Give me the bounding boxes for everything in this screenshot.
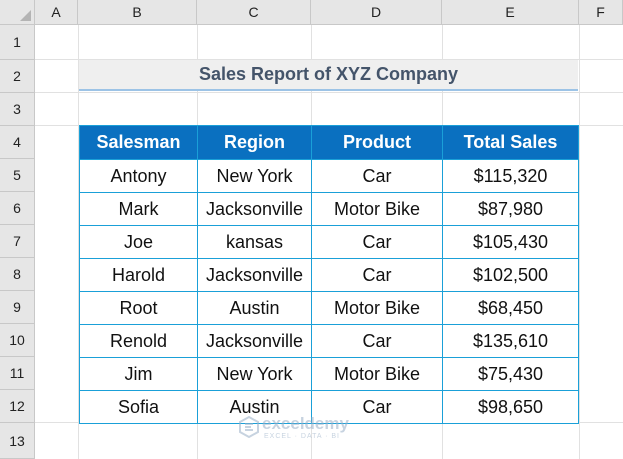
row-header-12[interactable]: 12 — [0, 390, 35, 423]
total-sales-cell[interactable]: $75,430 — [442, 357, 579, 391]
region-cell[interactable]: Austin — [197, 390, 312, 424]
row-header-5[interactable]: 5 — [0, 159, 35, 192]
watermark-tagline: EXCEL · DATA · BI — [264, 433, 340, 440]
table-row: Jim New York Motor Bike $75,430 — [79, 357, 579, 391]
row-header-2[interactable]: 2 — [0, 60, 35, 93]
product-cell[interactable]: Car — [311, 258, 443, 292]
column-header-f[interactable]: F — [579, 0, 623, 25]
header-product[interactable]: Product — [311, 125, 443, 160]
region-cell[interactable]: New York — [197, 357, 312, 391]
table-row: Harold Jacksonville Car $102,500 — [79, 258, 579, 292]
gridline — [35, 59, 623, 60]
region-cell[interactable]: Austin — [197, 291, 312, 325]
salesman-cell[interactable]: Sofia — [79, 390, 198, 424]
region-cell[interactable]: kansas — [197, 225, 312, 259]
product-cell[interactable]: Car — [311, 324, 443, 358]
row-header-11[interactable]: 11 — [0, 357, 35, 390]
row-header-13[interactable]: 13 — [0, 423, 35, 459]
row-header-9[interactable]: 9 — [0, 291, 35, 324]
report-title[interactable]: Sales Report of XYZ Company — [79, 60, 578, 91]
row-header-8[interactable]: 8 — [0, 258, 35, 291]
header-region[interactable]: Region — [197, 125, 312, 160]
salesman-cell[interactable]: Harold — [79, 258, 198, 292]
total-sales-cell[interactable]: $87,980 — [442, 192, 579, 226]
table-row: Sofia Austin Car $98,650 — [79, 390, 579, 424]
header-salesman[interactable]: Salesman — [79, 125, 198, 160]
salesman-cell[interactable]: Renold — [79, 324, 198, 358]
salesman-cell[interactable]: Joe — [79, 225, 198, 259]
column-header-a[interactable]: A — [35, 0, 78, 25]
table-row: Mark Jacksonville Motor Bike $87,980 — [79, 192, 579, 226]
gridline — [35, 92, 623, 93]
salesman-cell[interactable]: Mark — [79, 192, 198, 226]
total-sales-cell[interactable]: $98,650 — [442, 390, 579, 424]
product-cell[interactable]: Car — [311, 225, 443, 259]
table-row: Root Austin Motor Bike $68,450 — [79, 291, 579, 325]
table-header-row: Salesman Region Product Total Sales — [79, 125, 579, 160]
total-sales-cell[interactable]: $115,320 — [442, 159, 579, 193]
table-row: Renold Jacksonville Car $135,610 — [79, 324, 579, 358]
gridline — [579, 25, 580, 459]
product-cell[interactable]: Motor Bike — [311, 357, 443, 391]
gridline — [78, 25, 79, 459]
total-sales-cell[interactable]: $135,610 — [442, 324, 579, 358]
column-header-c[interactable]: C — [197, 0, 311, 25]
salesman-cell[interactable]: Root — [79, 291, 198, 325]
product-cell[interactable]: Car — [311, 159, 443, 193]
region-cell[interactable]: New York — [197, 159, 312, 193]
total-sales-cell[interactable]: $105,430 — [442, 225, 579, 259]
column-header-b[interactable]: B — [78, 0, 197, 25]
select-all-button[interactable] — [0, 0, 35, 25]
total-sales-cell[interactable]: $68,450 — [442, 291, 579, 325]
region-cell[interactable]: Jacksonville — [197, 324, 312, 358]
row-header-6[interactable]: 6 — [0, 192, 35, 225]
product-cell[interactable]: Motor Bike — [311, 291, 443, 325]
table-body: Antony New York Car $115,320 Mark Jacksonvill… — [79, 159, 579, 424]
region-cell[interactable]: Jacksonville — [197, 192, 312, 226]
column-header-d[interactable]: D — [311, 0, 442, 25]
table-row: Joe kansas Car $105,430 — [79, 225, 579, 259]
table-row: Antony New York Car $115,320 — [79, 159, 579, 193]
total-sales-cell[interactable]: $102,500 — [442, 258, 579, 292]
product-cell[interactable]: Motor Bike — [311, 192, 443, 226]
product-cell[interactable]: Car — [311, 390, 443, 424]
column-header-e[interactable]: E — [442, 0, 579, 25]
row-header-1[interactable]: 1 — [0, 25, 35, 60]
sales-table: Salesman Region Product Total Sales Anto… — [79, 125, 579, 424]
row-header-10[interactable]: 10 — [0, 324, 35, 357]
salesman-cell[interactable]: Antony — [79, 159, 198, 193]
row-header-3[interactable]: 3 — [0, 93, 35, 126]
header-total-sales[interactable]: Total Sales — [442, 125, 579, 160]
salesman-cell[interactable]: Jim — [79, 357, 198, 391]
select-all-icon — [20, 10, 31, 21]
row-header-7[interactable]: 7 — [0, 225, 35, 258]
region-cell[interactable]: Jacksonville — [197, 258, 312, 292]
row-header-4[interactable]: 4 — [0, 126, 35, 159]
